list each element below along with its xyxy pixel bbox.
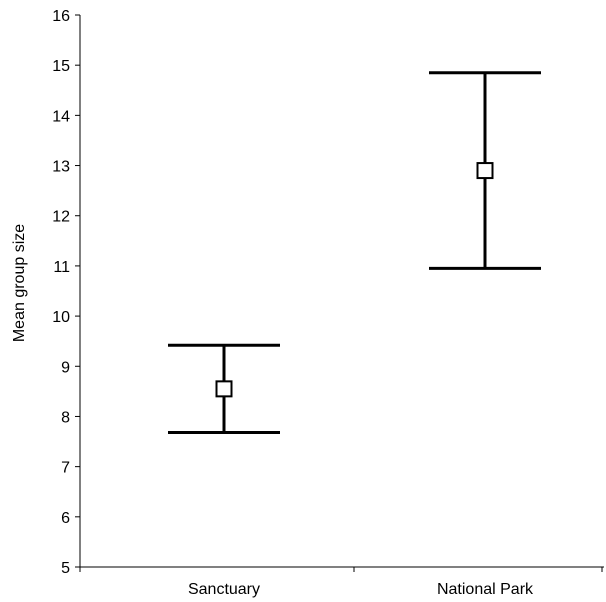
mean-marker xyxy=(476,162,494,180)
y-tick-label: 6 xyxy=(61,510,70,527)
y-tick-label: 9 xyxy=(61,359,70,376)
y-tick-label: 14 xyxy=(52,108,70,125)
y-tick-label: 11 xyxy=(53,259,70,276)
x-category-label: Sanctuary xyxy=(188,581,260,598)
y-tick-label: 5 xyxy=(61,560,70,577)
y-tick-label: 15 xyxy=(52,58,70,75)
y-axis-ticks: 5 6 7 8 9 10 11 12 13 14 15 16 xyxy=(52,8,80,577)
y-tick-label: 10 xyxy=(52,309,70,326)
error-bars xyxy=(168,71,541,435)
y-axis-title: Mean group size xyxy=(11,224,28,342)
mean-marker xyxy=(215,380,233,398)
x-axis-ticks: Sanctuary National Park xyxy=(79,567,603,598)
y-tick-label: 7 xyxy=(61,460,70,477)
y-tick-label: 13 xyxy=(52,159,70,176)
x-category-label: National Park xyxy=(437,581,534,598)
y-tick-label: 12 xyxy=(52,209,70,226)
y-tick-label: 16 xyxy=(52,8,70,25)
y-tick-label: 8 xyxy=(61,409,70,426)
axes xyxy=(79,15,604,568)
